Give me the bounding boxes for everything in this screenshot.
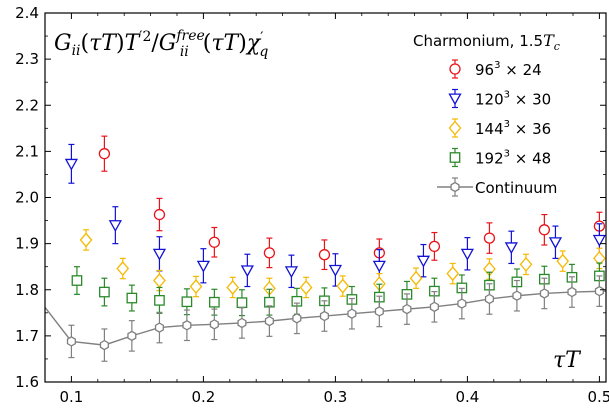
legend-entry: 1923 × 48 bbox=[449, 147, 551, 168]
data-point bbox=[347, 308, 357, 319]
legend-marker bbox=[448, 93, 462, 106]
legend-marker bbox=[449, 152, 461, 163]
data-point bbox=[512, 290, 522, 301]
legend-label: 1443 × 36 bbox=[475, 119, 551, 138]
y-tick-label: 2.3 bbox=[15, 50, 39, 68]
data-point bbox=[66, 336, 76, 347]
data-point bbox=[319, 310, 329, 322]
legend: Charmonium, 1.5Tc 963 × 24 1203 × 30 1443 … bbox=[413, 31, 560, 197]
data-point bbox=[263, 247, 276, 259]
data-point bbox=[79, 232, 93, 248]
data-point bbox=[374, 306, 384, 317]
legend-entry: 963 × 24 bbox=[449, 59, 542, 79]
data-point bbox=[196, 260, 211, 273]
legend-entry: 1443 × 36 bbox=[448, 118, 551, 138]
data-point bbox=[98, 148, 111, 160]
y-tick-label: 1.9 bbox=[15, 235, 39, 253]
data-point bbox=[99, 339, 109, 351]
x-tick-label: 0.1 bbox=[59, 388, 83, 406]
x-tick-label: 0.5 bbox=[587, 388, 609, 406]
legend-marker bbox=[448, 120, 462, 136]
data-point bbox=[181, 296, 193, 308]
data-point bbox=[567, 286, 577, 298]
data-point bbox=[416, 255, 431, 268]
data-point bbox=[428, 240, 441, 253]
data-point bbox=[372, 260, 386, 273]
data-point bbox=[460, 248, 475, 261]
data-point bbox=[154, 295, 165, 306]
series-2 bbox=[79, 229, 606, 300]
legend-label: Continuum bbox=[475, 179, 557, 197]
data-point bbox=[429, 301, 439, 313]
data-point bbox=[226, 279, 240, 295]
data-point bbox=[292, 313, 302, 324]
data-point bbox=[594, 285, 604, 297]
y-tick-label: 1.7 bbox=[15, 327, 39, 345]
data-point bbox=[299, 279, 313, 295]
legend-entry: 1203 × 30 bbox=[448, 88, 551, 109]
data-point bbox=[556, 253, 570, 269]
data-point bbox=[539, 288, 549, 299]
x-tick-label: 0.4 bbox=[455, 388, 479, 406]
data-point bbox=[209, 296, 220, 308]
data-point bbox=[284, 266, 299, 279]
data-point bbox=[209, 319, 219, 330]
data-point bbox=[402, 303, 412, 315]
data-point bbox=[99, 286, 110, 298]
data-point bbox=[336, 278, 350, 294]
data-point bbox=[71, 275, 83, 286]
chart-title: Gii(τT)T′2/Gfree ii (τT)χ′ q bbox=[54, 28, 268, 60]
data-point bbox=[237, 317, 247, 329]
legend-marker bbox=[449, 63, 461, 75]
data-point bbox=[457, 298, 467, 309]
data-point bbox=[126, 292, 138, 304]
axis-ticks: 0.1 0.2 0.3 0.4 0.5 1.6 1.7 1.8 1.9 2.0 2.1 2.2 2.3 2… bbox=[15, 4, 609, 406]
y-tick-label: 2.2 bbox=[15, 96, 39, 114]
data-point bbox=[116, 261, 130, 277]
data-point bbox=[318, 249, 331, 261]
data-point bbox=[538, 224, 551, 236]
chart-marks bbox=[44, 135, 607, 362]
legend-label: 963 × 24 bbox=[475, 60, 542, 79]
legend-label: 1203 × 30 bbox=[475, 90, 551, 109]
legend-label: 1923 × 48 bbox=[475, 149, 551, 168]
data-point bbox=[64, 158, 79, 171]
x-tick-label: 0.2 bbox=[191, 388, 215, 406]
data-point bbox=[519, 256, 533, 272]
y-tick-label: 1.6 bbox=[15, 373, 39, 391]
series-4 bbox=[44, 275, 607, 362]
data-point bbox=[108, 220, 122, 233]
data-point bbox=[152, 248, 167, 261]
y-tick-label: 2.1 bbox=[15, 142, 39, 160]
series-1 bbox=[64, 143, 607, 289]
legend-marker bbox=[450, 181, 460, 193]
data-point bbox=[154, 322, 164, 333]
data-point bbox=[189, 279, 203, 295]
y-tick-label: 2.4 bbox=[15, 4, 39, 22]
x-tick-label: 0.3 bbox=[323, 388, 347, 406]
data-point bbox=[264, 315, 274, 327]
x-axis-label: τT bbox=[553, 348, 582, 373]
data-point bbox=[483, 232, 496, 244]
y-tick-label: 1.8 bbox=[15, 281, 39, 299]
y-tick-label: 2.0 bbox=[15, 189, 39, 207]
data-point bbox=[548, 237, 563, 250]
data-point bbox=[240, 265, 254, 278]
data-point bbox=[153, 208, 166, 221]
data-point bbox=[446, 266, 460, 282]
data-point bbox=[127, 330, 137, 342]
data-point bbox=[504, 242, 518, 255]
data-point bbox=[182, 320, 192, 331]
data-point bbox=[409, 270, 423, 286]
data-point bbox=[208, 236, 221, 248]
legend-title: Charmonium, 1.5Tc bbox=[413, 31, 560, 53]
legend-entry: Continuum bbox=[437, 177, 557, 197]
data-point bbox=[328, 264, 343, 277]
data-point bbox=[484, 293, 494, 305]
data-point bbox=[236, 297, 248, 309]
data-point bbox=[592, 234, 607, 247]
